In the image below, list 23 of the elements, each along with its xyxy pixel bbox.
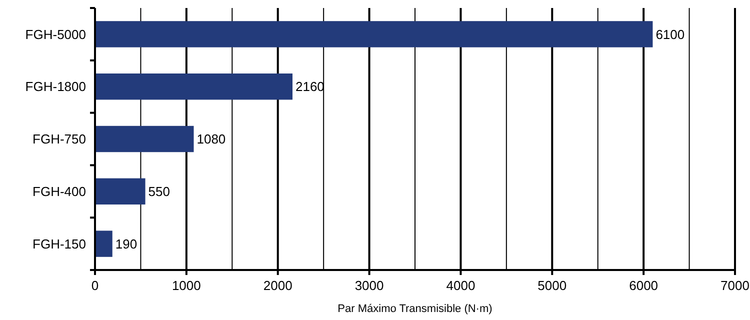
x-tick-label: 2000 — [263, 278, 292, 293]
y-tick-label: FGH-5000 — [25, 26, 86, 42]
data-label: 1080 — [196, 132, 226, 147]
x-tick-label: 5000 — [538, 278, 567, 293]
x-tick-label: 4000 — [446, 278, 476, 293]
y-tick-label: FGH-150 — [32, 236, 86, 252]
x-axis-title: Par Máximo Transmisible (N·m) — [338, 303, 492, 315]
bar — [95, 74, 292, 100]
bar — [95, 178, 146, 204]
bar — [95, 230, 112, 257]
x-tick-label: 1000 — [172, 278, 201, 293]
bar — [95, 21, 653, 48]
y-tick-label: FGH-1800 — [25, 79, 86, 94]
data-label: 550 — [148, 184, 170, 199]
y-tick-label: FGH-750 — [32, 132, 86, 147]
x-tick-label: 7000 — [720, 278, 750, 293]
data-label: 6100 — [656, 26, 685, 42]
x-tick-label: 6000 — [629, 278, 658, 293]
bar — [95, 126, 194, 152]
x-tick-label: 3000 — [354, 278, 384, 293]
y-tick-label: FGH-400 — [32, 184, 86, 199]
data-label: 190 — [115, 236, 138, 252]
x-tick-label: 0 — [91, 278, 99, 293]
